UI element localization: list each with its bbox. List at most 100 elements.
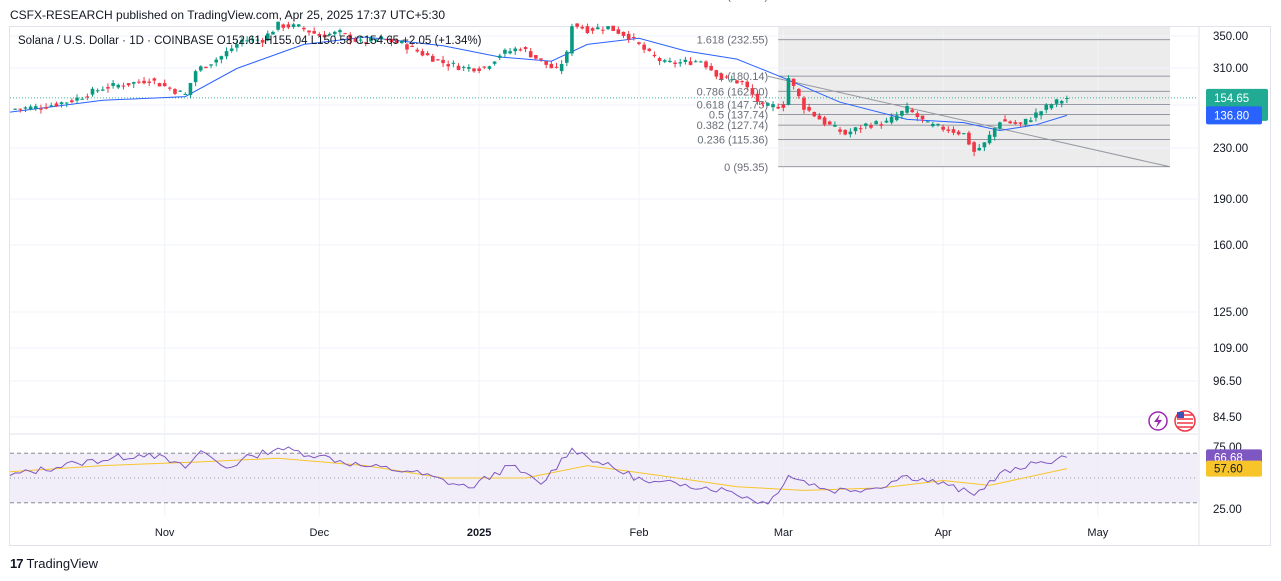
- candle: [193, 69, 198, 87]
- candle-body: [879, 124, 884, 126]
- candle: [286, 21, 291, 30]
- candle: [28, 104, 33, 111]
- candle-body: [1039, 111, 1043, 116]
- candle-body: [379, 36, 383, 40]
- candle: [235, 40, 239, 52]
- candle-body: [461, 66, 466, 68]
- candle-body: [791, 78, 796, 86]
- trendline[interactable]: [767, 75, 1171, 168]
- candle-body: [776, 106, 780, 109]
- candle-body: [518, 49, 523, 51]
- candle: [405, 42, 409, 54]
- candle-body: [1065, 98, 1069, 100]
- rsi-line: [9, 446, 1068, 505]
- candle: [611, 25, 615, 32]
- candle-body: [745, 81, 750, 88]
- us-flag-icon[interactable]: [1174, 410, 1196, 432]
- x-tick-label: Dec: [310, 527, 330, 539]
- candle: [606, 26, 610, 30]
- candle: [642, 42, 646, 54]
- x-tick-label: Apr: [935, 527, 952, 539]
- candle-body: [884, 120, 889, 123]
- candle-body: [80, 98, 84, 100]
- candle-body: [101, 89, 105, 91]
- candle-body: [152, 78, 157, 81]
- candle: [869, 122, 873, 130]
- candle: [508, 47, 512, 55]
- candle: [523, 46, 528, 53]
- candle-body: [523, 47, 528, 50]
- candle-body: [827, 121, 832, 125]
- candle: [864, 122, 868, 130]
- grid-layer: [10, 30, 1198, 516]
- candle: [75, 94, 79, 104]
- candle: [575, 23, 579, 29]
- candle-body: [224, 51, 229, 57]
- candle: [1065, 95, 1069, 104]
- candle-body: [245, 40, 249, 42]
- candle: [312, 27, 316, 34]
- y-tick-label: 190.00: [1213, 194, 1248, 206]
- candle: [982, 142, 987, 152]
- y-tick-label: 125.00: [1213, 307, 1248, 319]
- candle-body: [137, 81, 141, 83]
- candle: [162, 79, 167, 87]
- candle: [54, 101, 59, 108]
- candle: [946, 126, 951, 134]
- candle: [709, 63, 713, 72]
- candle: [745, 80, 750, 91]
- candle-body: [941, 126, 945, 130]
- x-tick-label: 2025: [467, 527, 491, 539]
- candle: [961, 133, 966, 135]
- candle-body: [384, 39, 389, 41]
- candle: [322, 31, 327, 38]
- trendline-layer: [767, 75, 1171, 168]
- candle-body: [508, 51, 512, 54]
- x-tick-label: Mar: [774, 527, 793, 539]
- candle-body: [343, 33, 347, 35]
- candle: [900, 110, 904, 120]
- candle: [688, 57, 693, 66]
- candle: [791, 78, 796, 90]
- candle: [503, 48, 507, 57]
- candle: [565, 50, 569, 67]
- candle: [1008, 120, 1012, 124]
- candle-body: [714, 70, 719, 77]
- candle: [255, 35, 260, 44]
- lightning-icon-bolt: [1154, 414, 1162, 428]
- rsi-tick-label: 25.00: [1213, 504, 1242, 516]
- candle: [111, 79, 115, 89]
- candle: [693, 59, 698, 63]
- candle-body: [766, 103, 770, 106]
- candle: [657, 56, 662, 66]
- candle-body: [28, 106, 33, 110]
- candle-body: [446, 64, 451, 67]
- tradingview-brand[interactable]: 17 TradingView: [10, 556, 98, 571]
- y-tick-label: 230.00: [1213, 143, 1248, 155]
- rsi-ma-badge[interactable]: 57.60: [1206, 460, 1262, 477]
- candle: [585, 23, 590, 35]
- candle-body: [54, 103, 59, 107]
- candle-body: [265, 33, 270, 41]
- rsi-ma-badge-bg: [1206, 460, 1262, 477]
- candle: [348, 32, 353, 45]
- candle: [925, 120, 930, 123]
- moving-average-badge[interactable]: 136.80: [1206, 106, 1262, 125]
- candle-body: [1013, 122, 1018, 124]
- candle-body: [121, 85, 126, 87]
- candle-body: [307, 30, 311, 33]
- candle-body: [915, 113, 920, 118]
- candle-body: [415, 49, 420, 52]
- candle-body: [693, 61, 698, 63]
- candle-body: [49, 105, 54, 107]
- moving-average-badge-bg: [1206, 106, 1262, 125]
- candle-body: [1034, 112, 1038, 118]
- lightning-icon[interactable]: [1148, 411, 1168, 431]
- candle-body: [565, 51, 569, 63]
- candle-body: [539, 58, 543, 60]
- candle-body: [843, 129, 847, 135]
- candle-body: [106, 87, 110, 89]
- candle-body: [18, 108, 23, 110]
- candle-body: [817, 115, 822, 120]
